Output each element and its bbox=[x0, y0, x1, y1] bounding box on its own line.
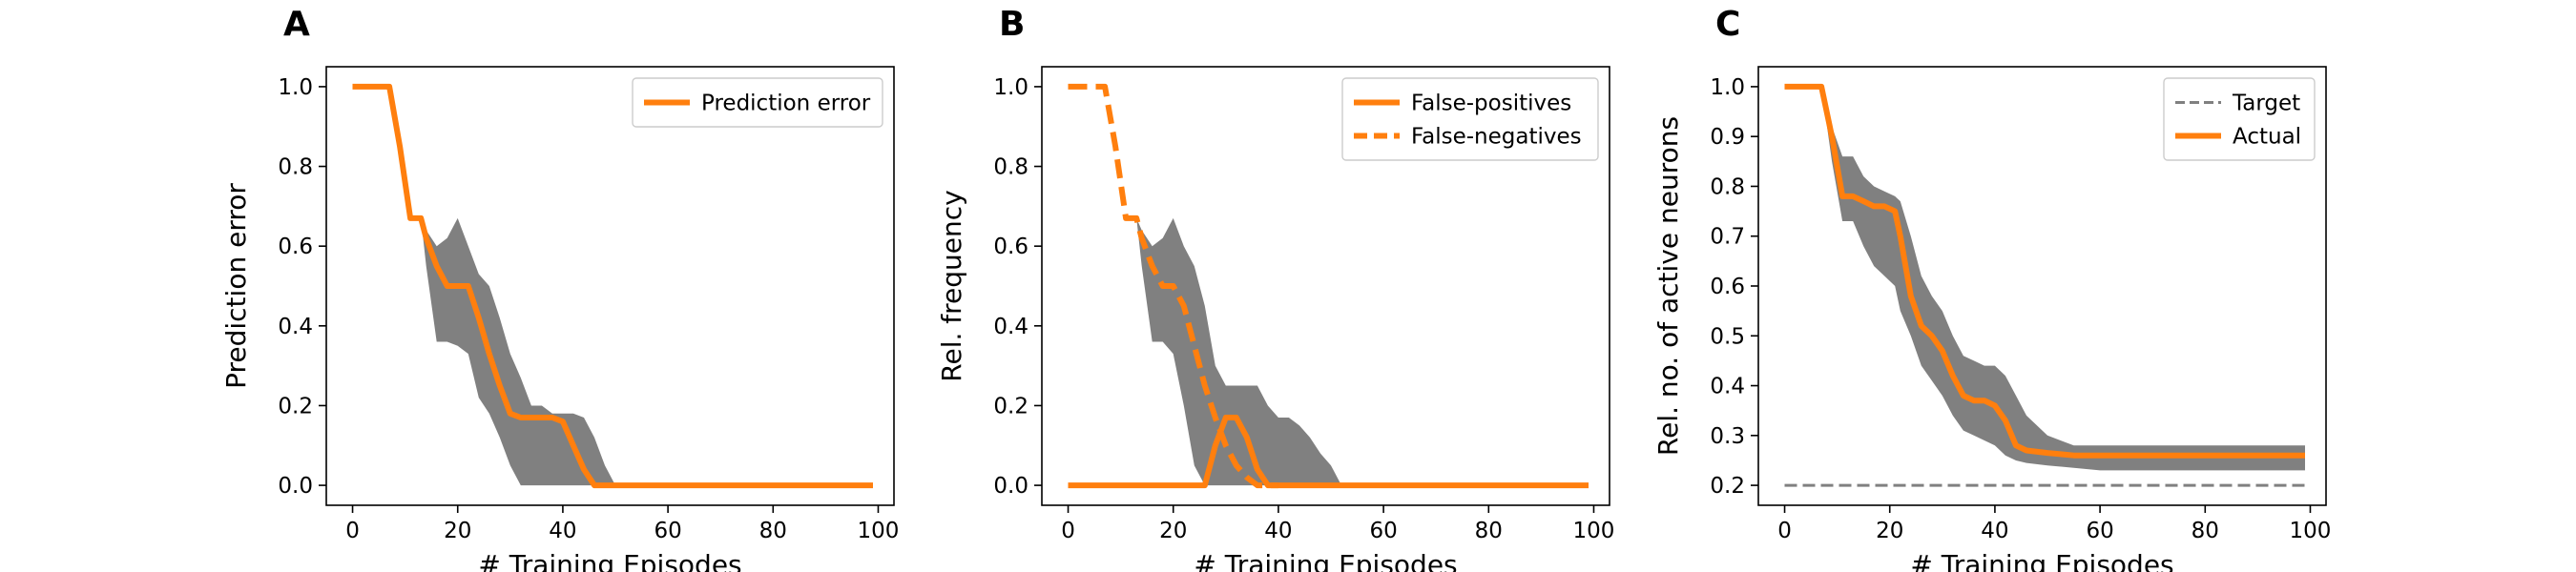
plot-area bbox=[1068, 83, 1589, 489]
x-tick-label: 0 bbox=[1777, 519, 1792, 543]
x-tick-label: 100 bbox=[1573, 519, 1615, 543]
y-tick-label: 0.6 bbox=[993, 235, 1028, 259]
series-line-false-negatives bbox=[1068, 83, 1278, 489]
legend: Prediction error bbox=[632, 77, 883, 128]
y-tick-label: 0.8 bbox=[993, 155, 1028, 180]
y-tick-label: 0.7 bbox=[1710, 225, 1745, 250]
legend-entry: Target bbox=[2232, 92, 2300, 116]
y-tick-label: 0.2 bbox=[278, 394, 313, 419]
x-tick-label: 100 bbox=[2290, 519, 2332, 543]
panel-a: 0 20 40 60 80 100 0.0 0.2 0.4 0.6 0.8 1.0 # Training… bbox=[220, 5, 899, 572]
x-tick-label: 80 bbox=[2192, 519, 2219, 543]
legend-box bbox=[2163, 77, 2316, 161]
y-axis-label: Rel. frequency bbox=[936, 190, 967, 381]
y-tick-label: 0.0 bbox=[278, 474, 313, 499]
x-tick-label: 60 bbox=[654, 519, 681, 543]
figure-panels: 0 20 40 60 80 100 0.0 0.2 0.4 0.6 0.8 1.0 # Training… bbox=[220, 5, 2331, 572]
x-axis-label: # Training Episodes bbox=[1194, 549, 1457, 572]
x-tick-label: 80 bbox=[759, 519, 787, 543]
legend-entry: Actual bbox=[2233, 125, 2301, 150]
x-tick-label: 40 bbox=[1264, 519, 1292, 543]
y-tick-label: 0.6 bbox=[278, 235, 313, 259]
y-tick-label: 0.8 bbox=[278, 155, 313, 180]
y-tick-label: 1.0 bbox=[993, 75, 1028, 100]
x-tick-label: 20 bbox=[1876, 519, 1903, 543]
y-tick-label: 1.0 bbox=[1710, 75, 1745, 100]
variability-band-0 bbox=[1068, 86, 1589, 486]
y-tick-label: 0.2 bbox=[993, 394, 1028, 419]
y-tick-label: 0.4 bbox=[278, 315, 313, 339]
y-tick-label: 0.6 bbox=[1710, 275, 1745, 299]
x-axis-label: # Training Episodes bbox=[478, 549, 741, 572]
series-line-false-positives bbox=[1068, 415, 1589, 489]
series-line-prediction-error bbox=[352, 83, 873, 489]
x-tick-label: 0 bbox=[1061, 519, 1075, 543]
legend-box bbox=[632, 77, 883, 128]
y-tick-label: 0.0 bbox=[993, 474, 1028, 499]
y-tick-label: 0.5 bbox=[1710, 324, 1745, 349]
variability-band-0 bbox=[352, 86, 873, 486]
axes-frame bbox=[1041, 66, 1610, 506]
y-axis-label: Prediction error bbox=[220, 183, 252, 389]
panel-label: C bbox=[1715, 5, 1740, 44]
x-axis-label: # Training Episodes bbox=[1910, 549, 2173, 572]
y-tick-label: 0.3 bbox=[1710, 424, 1745, 449]
legend-entry: False-negatives bbox=[1411, 125, 1582, 150]
y-tick-label: 1.0 bbox=[278, 75, 313, 100]
legend-box bbox=[1341, 77, 1599, 161]
x-tick-label: 80 bbox=[1475, 519, 1503, 543]
legend-entry: Prediction error bbox=[701, 92, 871, 116]
y-tick-label: 0.2 bbox=[1710, 474, 1745, 499]
x-tick-label: 40 bbox=[1981, 519, 2008, 543]
legend: False-positives False-negatives bbox=[1341, 77, 1599, 161]
y-axis-label: Rel. no. of active neurons bbox=[1652, 116, 1684, 456]
legend-entry: False-positives bbox=[1411, 92, 1571, 116]
panel-label: A bbox=[283, 5, 310, 44]
series-line-actual bbox=[1784, 83, 2305, 459]
y-tick-label: 0.9 bbox=[1710, 125, 1745, 150]
legend: Target Actual bbox=[2163, 77, 2316, 161]
x-tick-label: 20 bbox=[1159, 519, 1187, 543]
y-tick-label: 0.4 bbox=[993, 315, 1028, 339]
axes-frame bbox=[325, 66, 895, 506]
x-tick-label: 20 bbox=[444, 519, 471, 543]
x-tick-label: 40 bbox=[549, 519, 576, 543]
plot-area bbox=[1784, 83, 2305, 487]
variability-band-0 bbox=[1784, 86, 2305, 471]
x-tick-label: 100 bbox=[858, 519, 900, 543]
panel-c: 0 20 40 60 80 100 0.2 0.3 0.4 0.5 0.6 0.7 0.8 0.9 1.0 #… bbox=[1652, 5, 2331, 572]
panel-label: B bbox=[999, 5, 1025, 44]
x-tick-label: 0 bbox=[345, 519, 360, 543]
x-tick-label: 60 bbox=[2086, 519, 2113, 543]
y-tick-label: 0.4 bbox=[1710, 375, 1745, 399]
y-tick-label: 0.8 bbox=[1710, 174, 1745, 199]
x-tick-label: 60 bbox=[1369, 519, 1397, 543]
panel-b: 0 20 40 60 80 100 0.0 0.2 0.4 0.6 0.8 1.0 # Training… bbox=[936, 5, 1614, 572]
plot-area bbox=[352, 83, 873, 489]
